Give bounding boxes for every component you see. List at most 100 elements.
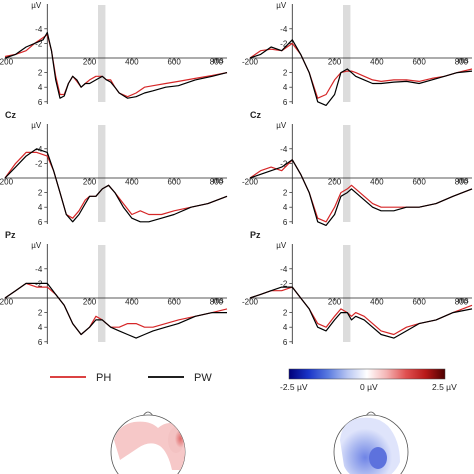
left-top-x-axis-label: ms [213, 56, 224, 65]
colorbar-gradient [288, 368, 446, 380]
left-middle-xtick-label-0: -200 [0, 178, 14, 187]
left-bottom-ytick-label-0: -4 [35, 265, 43, 274]
legend-label-ph: PH [96, 372, 111, 384]
left-middle-series-pw [4, 148, 228, 223]
right-bottom-xtick-label-3: 600 [412, 298, 426, 307]
right-bottom-xtick-label-2: 400 [370, 298, 384, 307]
right-top-ytick-label-1: -2 [280, 39, 288, 48]
right-top-x-axis-label: ms [458, 56, 469, 65]
colorbar-max-label: 2.5 µV [432, 382, 457, 392]
right-bottom-y-axis-label: µV [276, 241, 287, 250]
right-top-ytick-label-0: -4 [280, 25, 288, 34]
right-middle-x-axis-label: ms [458, 176, 469, 185]
left-topomap-positive-region [114, 421, 185, 470]
right-middle-xtick-label-3: 600 [412, 178, 426, 187]
right-middle-ytick-label-4: 6 [283, 218, 288, 227]
right-middle-xtick-label-1: 200 [328, 178, 342, 187]
right-top-series-pw [249, 39, 473, 107]
right-top-ytick-label-4: 6 [283, 98, 288, 107]
colorbar: -2.5 µV 0 µV 2.5 µV [280, 368, 457, 392]
right-middle-xtick-label-4: 800 [455, 178, 469, 187]
left-top-xtick-label-3: 600 [167, 58, 181, 67]
right-topomap-negative-region [340, 417, 400, 474]
right-bottom-x-axis-label: ms [458, 296, 469, 305]
left-bottom-ytick-label-4: 6 [38, 338, 43, 347]
right-top-xtick-label-4: 800 [455, 58, 469, 67]
right-bottom-ytick-label-1: -2 [280, 279, 288, 288]
left-bottom-ytick-label-2: 2 [38, 309, 43, 318]
left-top-ytick-label-0: -4 [35, 25, 43, 34]
legend-label-pw: PW [194, 372, 212, 384]
right-topomap-peak [369, 447, 387, 469]
left-middle-ytick-label-3: 4 [38, 203, 43, 212]
left-middle-ytick-label-2: 2 [38, 189, 43, 198]
left-bottom-xtick-label-3: 600 [167, 298, 181, 307]
right-bottom-ytick-label-4: 6 [283, 338, 288, 347]
right-middle-xtick-label-2: 400 [370, 178, 384, 187]
left-top-ytick-label-1: -2 [35, 39, 43, 48]
right-top-xtick-label-3: 600 [412, 58, 426, 67]
right-top-ytick-label-3: 4 [283, 83, 288, 92]
left-topomap-peak [168, 427, 184, 453]
right-middle-y-axis-label: µV [276, 121, 287, 130]
left-top-xtick-label-1: 200 [83, 58, 97, 67]
left-top-xtick-label-4: 800 [210, 58, 224, 67]
left-top-highlight-window [98, 5, 106, 102]
right-middle-ytick-label-2: 2 [283, 189, 288, 198]
right-bottom-ytick-label-3: 4 [283, 323, 288, 332]
right-bottom-xtick-label-0: -200 [242, 298, 259, 307]
colorbar-min-label: -2.5 µV [280, 382, 308, 392]
right-bottom-highlight-window [343, 245, 351, 342]
left-bottom-x-axis-label: ms [213, 296, 224, 305]
left-top-ytick-label-2: 2 [38, 69, 43, 78]
left-middle-xtick-label-3: 600 [167, 178, 181, 187]
left-top-xtick-label-2: 400 [125, 58, 139, 67]
left-bottom-xtick-label-1: 200 [83, 298, 97, 307]
right-topomap [333, 411, 409, 474]
right-middle-ytick-label-0: -4 [280, 145, 288, 154]
right-bottom-ytick-label-2: 2 [283, 309, 288, 318]
colorbar-mid-label: 0 µV [360, 382, 378, 392]
right-bottom-electrode-label: Pz [250, 230, 261, 240]
left-bottom-series-pw [4, 282, 227, 339]
left-bottom-electrode-label: Pz [5, 230, 16, 240]
right-middle-electrode-label: Cz [250, 110, 261, 120]
left-middle-y-axis-label: µV [31, 121, 42, 130]
left-middle-xtick-label-2: 400 [125, 178, 139, 187]
right-middle-highlight-window [343, 125, 351, 222]
right-middle-ytick-label-3: 4 [283, 203, 288, 212]
right-top-y-axis-label: µV [276, 1, 287, 10]
left-middle-highlight-window [98, 125, 106, 222]
left-top-series-pw [4, 31, 228, 99]
left-middle-x-axis-label: ms [213, 176, 224, 185]
left-bottom-xtick-label-4: 800 [210, 298, 224, 307]
right-middle-series-pw [249, 159, 473, 226]
right-bottom-xtick-label-1: 200 [328, 298, 342, 307]
left-middle-xtick-label-4: 800 [210, 178, 224, 187]
right-middle-xtick-label-0: -200 [242, 178, 259, 187]
left-topomap [110, 411, 186, 474]
left-middle-xtick-label-1: 200 [83, 178, 97, 187]
right-bottom-xtick-label-4: 800 [455, 298, 469, 307]
right-top-xtick-label-0: -200 [242, 58, 259, 67]
right-top-xtick-label-2: 400 [370, 58, 384, 67]
left-bottom-highlight-window [98, 245, 106, 342]
right-middle-ytick-label-1: -2 [280, 159, 288, 168]
legend: PH PW [50, 372, 212, 384]
left-bottom-xtick-label-0: -200 [0, 298, 14, 307]
right-bottom-ytick-label-0: -4 [280, 265, 288, 274]
right-top-highlight-window [343, 5, 351, 102]
erp-panels: -4-2246µV-200200400600800ms-4-2246µV-200… [0, 1, 473, 347]
left-top-xtick-label-0: -200 [0, 58, 14, 67]
left-top-ytick-label-3: 4 [38, 83, 43, 92]
right-top-xtick-label-1: 200 [328, 58, 342, 67]
left-bottom-xtick-label-2: 400 [125, 298, 139, 307]
left-middle-electrode-label: Cz [5, 110, 16, 120]
left-bottom-ytick-label-3: 4 [38, 323, 43, 332]
